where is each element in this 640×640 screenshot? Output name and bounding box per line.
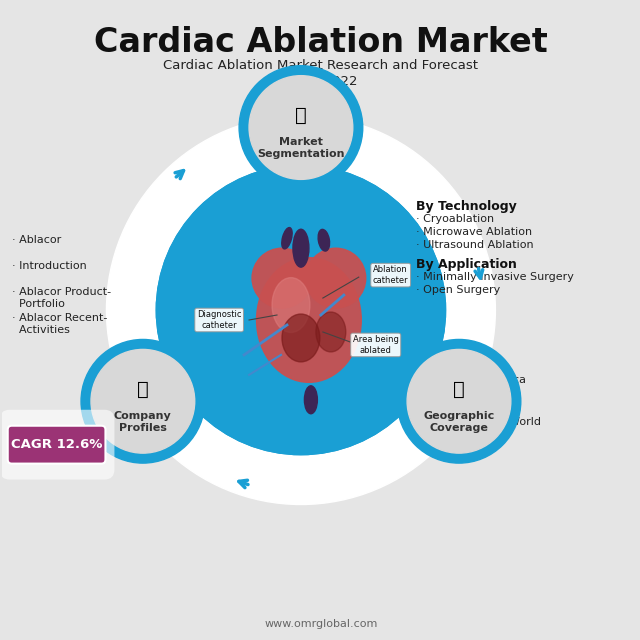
Text: By Technology: By Technology [415, 200, 516, 213]
Circle shape [397, 339, 521, 463]
Text: · Rest of the World: · Rest of the World [438, 417, 541, 427]
Ellipse shape [282, 314, 320, 362]
Text: · Minimally Invasive Surgery: · Minimally Invasive Surgery [415, 272, 573, 282]
Text: · Ultrasound Ablation: · Ultrasound Ablation [415, 240, 533, 250]
Text: · Cryoablation: · Cryoablation [415, 214, 493, 224]
Text: By Application: By Application [415, 258, 516, 271]
Text: · Ablacor: · Ablacor [12, 236, 61, 245]
Circle shape [239, 66, 363, 189]
Text: Ablation
catheter: Ablation catheter [373, 266, 408, 285]
Ellipse shape [316, 312, 346, 352]
Ellipse shape [318, 229, 330, 251]
Circle shape [118, 127, 483, 493]
Text: 2017-2022: 2017-2022 [285, 75, 357, 88]
Text: 🏛: 🏛 [137, 380, 148, 399]
Text: · Europe: · Europe [438, 389, 484, 399]
Text: · Ablacor Recent-
  Activities: · Ablacor Recent- Activities [12, 313, 107, 335]
Circle shape [81, 339, 205, 463]
Circle shape [106, 116, 495, 504]
Text: · Introduction: · Introduction [12, 261, 86, 271]
Text: Cardiac Ablation Market Research and Forecast: Cardiac Ablation Market Research and For… [163, 59, 478, 72]
Text: · Ablacor Product-
  Portfolio: · Ablacor Product- Portfolio [12, 287, 111, 308]
Text: Market
Segmentation: Market Segmentation [257, 138, 345, 159]
Text: Cardiac Ablation Market: Cardiac Ablation Market [94, 26, 548, 59]
Text: Diagnostic
catheter: Diagnostic catheter [197, 310, 241, 330]
Ellipse shape [272, 278, 310, 332]
Text: · Asia-Pacific: · Asia-Pacific [438, 403, 508, 413]
Text: · Microwave Ablation: · Microwave Ablation [415, 227, 532, 237]
Text: www.omrglobal.com: www.omrglobal.com [264, 619, 378, 629]
Text: 🔍: 🔍 [295, 106, 307, 125]
Ellipse shape [293, 229, 309, 267]
Ellipse shape [305, 386, 317, 413]
Circle shape [407, 349, 511, 453]
FancyBboxPatch shape [0, 410, 115, 479]
Text: · North America: · North America [438, 375, 525, 385]
Circle shape [156, 165, 445, 454]
Text: CAGR 12.6%: CAGR 12.6% [11, 438, 102, 451]
Circle shape [249, 76, 353, 179]
Text: Geographic
Coverage: Geographic Coverage [423, 412, 495, 433]
Text: 🌐: 🌐 [453, 380, 465, 399]
Text: · Open Surgery: · Open Surgery [415, 285, 500, 295]
Text: Area being
ablated: Area being ablated [353, 335, 399, 355]
Circle shape [156, 165, 445, 454]
FancyBboxPatch shape [8, 426, 106, 463]
Ellipse shape [257, 258, 361, 382]
Circle shape [306, 248, 365, 308]
Circle shape [252, 248, 312, 308]
Circle shape [91, 349, 195, 453]
Text: Company
Profiles: Company Profiles [114, 412, 172, 433]
Ellipse shape [282, 228, 292, 249]
